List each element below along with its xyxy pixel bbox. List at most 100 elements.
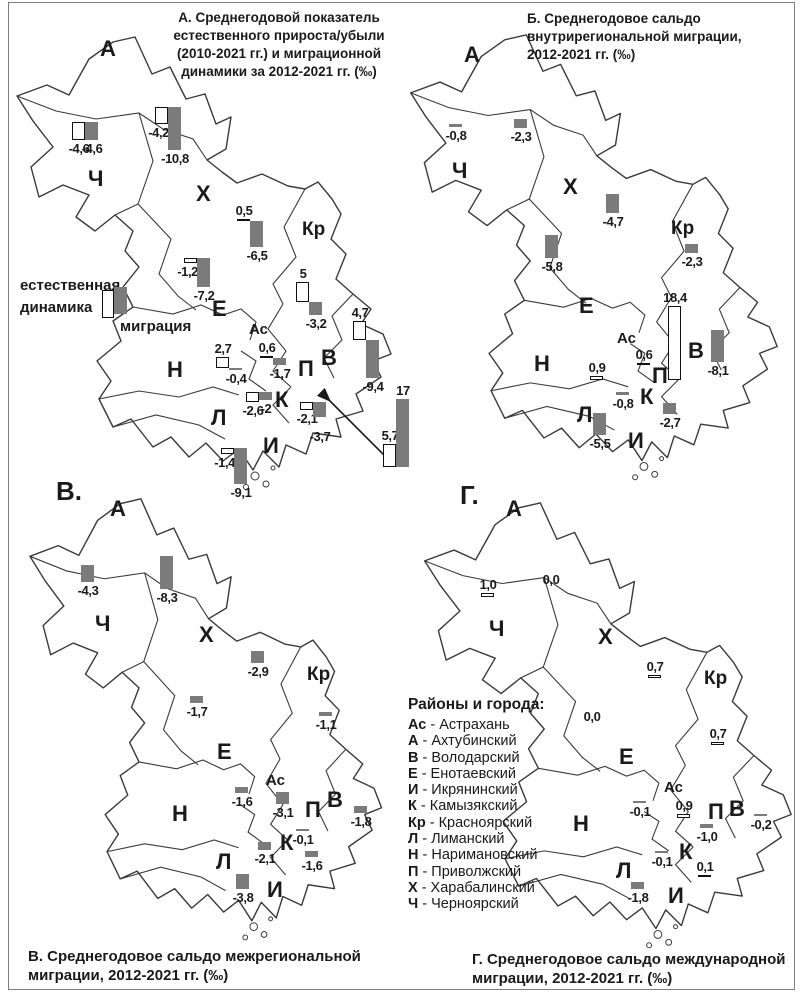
district-letter-К: К	[640, 384, 654, 409]
migration-bar	[655, 851, 668, 853]
district-abbr: Н	[408, 847, 419, 864]
migration-bar	[685, 244, 698, 253]
district-letter-Кр: Кр	[671, 218, 695, 239]
migration-bar	[309, 302, 322, 315]
district-letter-А: А	[110, 496, 126, 521]
value-label: -2,3	[681, 254, 703, 269]
migration-bar	[616, 392, 629, 395]
value-label: 0,1	[696, 859, 714, 874]
value-label: -1,8	[627, 890, 649, 905]
district-legend-item: Х - Харабалинский	[408, 879, 535, 896]
migration-bar	[190, 696, 203, 703]
natural-bar	[237, 219, 250, 221]
district-letter-Ч: Ч	[452, 158, 468, 183]
migration-bar	[319, 712, 332, 716]
value-label: -2,3	[510, 129, 532, 144]
value-label: -1,8	[350, 814, 372, 829]
natural-bar	[296, 282, 309, 302]
district-legend-item: Ас - Астрахань	[408, 717, 510, 733]
district-letter-Ч: Ч	[88, 166, 104, 191]
legend-migration-bar-swatch	[114, 287, 127, 314]
natural-bar	[590, 376, 603, 380]
district-letter-Е: Е	[579, 293, 594, 318]
migration-bar	[258, 842, 271, 850]
migration-bar	[754, 814, 767, 816]
district-abbr: В	[408, 749, 419, 766]
panel-b-title: Б. Среднегодовое сальдо внутрирегиональн…	[527, 11, 742, 62]
district-abbr: Е	[408, 765, 418, 782]
natural-bar	[383, 444, 396, 467]
migration-bar	[251, 651, 264, 663]
value-label: 0,0	[583, 709, 601, 724]
value-label: -3,1	[272, 805, 294, 820]
value-label: -1,0	[696, 829, 718, 844]
district-legend-item: Н - Наримановский	[408, 847, 538, 864]
value-label: -2,9	[247, 664, 269, 679]
value-label: -1,1	[315, 717, 337, 732]
migration-bar	[168, 107, 181, 150]
district-letter-В: В	[321, 345, 337, 370]
district-letter-А: А	[506, 496, 522, 521]
migration-bar	[160, 556, 173, 589]
district-letter-Ас: Ас	[266, 772, 285, 789]
natural-bar	[711, 742, 724, 745]
value-label: 0,0	[542, 572, 560, 587]
value-label: -1,6	[231, 794, 253, 809]
migration-bar	[514, 119, 527, 128]
migration-bar	[85, 122, 98, 140]
district-letter-Х: Х	[199, 622, 214, 647]
value-label: 0,7	[646, 659, 664, 674]
value-label: -0,8	[445, 128, 467, 143]
district-abbr: П	[408, 863, 419, 880]
district-letter-Е: Е	[217, 739, 232, 764]
district-letter-И: И	[668, 883, 684, 908]
district-abbr: Ас	[408, 717, 427, 733]
migration-bar	[313, 402, 326, 417]
district-legend-item: Л - Лиманский	[408, 831, 505, 848]
value-label: 0,6	[635, 347, 653, 362]
district-legend-item: И - Икрянинский	[408, 782, 518, 799]
arrow-privolzhsky	[316, 387, 386, 457]
value-label: -0,1	[629, 804, 651, 819]
district-letter-Х: Х	[598, 624, 613, 649]
natural-bar	[155, 107, 168, 124]
migration-bar	[593, 413, 606, 435]
district-letter-В: В	[729, 796, 745, 821]
district-legend-title: Районы и города:	[408, 696, 545, 713]
district-abbr: К	[408, 798, 417, 815]
district-abbr: А	[408, 733, 419, 750]
district-abbr: Х	[408, 879, 418, 896]
migration-bar	[606, 194, 619, 213]
value-label: -10,8	[161, 151, 189, 166]
migration-bar	[633, 801, 646, 803]
value-label: 18,4	[663, 290, 687, 305]
district-legend-item: В - Володарский	[408, 749, 520, 766]
natural-bar	[698, 875, 711, 877]
district-letter-Н: Н	[534, 351, 550, 376]
value-label: -9,1	[230, 485, 252, 500]
natural-bar	[260, 356, 273, 358]
value-label: -8,3	[156, 590, 178, 605]
migration-bar	[354, 806, 367, 813]
district-letter-Н: Н	[573, 811, 589, 836]
district-letter-Ч: Ч	[489, 616, 505, 641]
value-label: -4,3	[77, 583, 99, 598]
migration-bar	[305, 851, 318, 857]
district-legend-item: П - Приволжский	[408, 863, 522, 880]
district-letter-Ас: Ас	[249, 321, 268, 338]
legend-natural-bar-swatch	[102, 290, 114, 318]
migration-bar	[449, 124, 462, 127]
value-label: 2,7	[214, 341, 232, 356]
migration-bar	[700, 824, 713, 828]
natural-bar	[668, 306, 681, 380]
value-label: -4,6	[68, 141, 90, 156]
district-letter-К: К	[275, 387, 289, 412]
value-label: -5,5	[589, 436, 611, 451]
value-label: -0,4	[225, 371, 247, 386]
district-letter-П: П	[708, 799, 724, 824]
value-label: -1,7	[186, 704, 208, 719]
value-label: -2,7	[659, 415, 681, 430]
district-letter-К: К	[280, 830, 294, 855]
value-label: -1,7	[269, 366, 291, 381]
value-label: -1,2	[177, 264, 198, 279]
